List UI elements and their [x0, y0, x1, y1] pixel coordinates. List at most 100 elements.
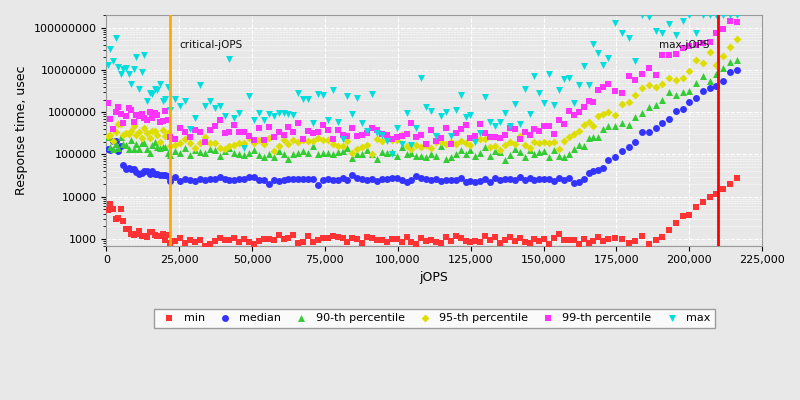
min — [518, 239, 531, 246]
min — [351, 236, 364, 242]
99-th percentile — [445, 140, 458, 147]
median — [439, 177, 452, 183]
max — [562, 75, 575, 82]
median — [341, 177, 354, 183]
median — [523, 175, 536, 181]
max — [587, 41, 600, 47]
min — [322, 235, 334, 241]
99-th percentile — [508, 126, 521, 132]
median — [322, 176, 334, 182]
99-th percentile — [164, 134, 177, 140]
median — [381, 176, 394, 182]
min — [717, 186, 730, 192]
90-th percentile — [203, 146, 216, 152]
max — [405, 142, 418, 148]
90-th percentile — [503, 152, 516, 158]
min — [597, 238, 610, 245]
95-th percentile — [542, 139, 555, 146]
max — [356, 120, 369, 126]
90-th percentile — [683, 88, 696, 94]
min — [578, 236, 590, 242]
99-th percentile — [287, 128, 300, 135]
min — [629, 238, 642, 244]
median — [683, 99, 696, 105]
median — [218, 176, 231, 182]
min — [498, 236, 511, 243]
99-th percentile — [484, 134, 497, 140]
max — [542, 71, 555, 77]
max — [331, 119, 344, 126]
median — [420, 175, 433, 182]
90-th percentile — [262, 151, 275, 157]
90-th percentile — [469, 153, 482, 159]
min — [242, 238, 255, 245]
95-th percentile — [656, 80, 669, 87]
90-th percentile — [272, 148, 285, 154]
90-th percentile — [572, 142, 585, 148]
max — [302, 96, 314, 102]
min — [174, 235, 186, 241]
min — [670, 220, 682, 226]
99-th percentile — [717, 25, 730, 32]
90-th percentile — [135, 140, 148, 146]
max — [143, 90, 156, 96]
95-th percentile — [162, 130, 174, 136]
median — [587, 168, 600, 174]
min — [253, 238, 266, 244]
90-th percentile — [238, 152, 250, 158]
99-th percentile — [723, 18, 736, 24]
max — [169, 96, 182, 102]
min — [710, 190, 723, 197]
90-th percentile — [143, 150, 156, 156]
95-th percentile — [548, 139, 561, 146]
99-th percentile — [306, 130, 319, 136]
95-th percentile — [454, 138, 467, 144]
max — [198, 103, 211, 110]
min — [317, 234, 330, 241]
95-th percentile — [130, 132, 143, 138]
99-th percentile — [454, 126, 467, 132]
99-th percentile — [386, 136, 398, 142]
min — [267, 237, 280, 243]
max — [676, 18, 689, 24]
95-th percentile — [430, 138, 442, 145]
max — [662, 21, 675, 27]
90-th percentile — [425, 151, 438, 157]
min — [454, 235, 467, 242]
median — [102, 145, 114, 152]
max — [114, 71, 127, 78]
90-th percentile — [558, 154, 570, 160]
95-th percentile — [184, 140, 197, 146]
99-th percentile — [127, 119, 140, 125]
99-th percentile — [498, 132, 511, 138]
95-th percentile — [649, 84, 662, 90]
max — [602, 55, 614, 61]
max — [277, 110, 290, 116]
90-th percentile — [587, 134, 600, 140]
95-th percentile — [169, 142, 182, 148]
median — [125, 166, 138, 172]
max — [366, 91, 378, 97]
95-th percentile — [146, 128, 158, 134]
max — [146, 91, 158, 98]
max — [582, 82, 595, 88]
99-th percentile — [615, 90, 628, 96]
min — [311, 237, 324, 243]
90-th percentile — [542, 153, 555, 160]
median — [253, 176, 266, 183]
95-th percentile — [311, 135, 324, 141]
99-th percentile — [297, 136, 310, 142]
99-th percentile — [143, 109, 156, 115]
median — [198, 177, 211, 184]
99-th percentile — [311, 128, 324, 135]
95-th percentile — [642, 82, 655, 88]
95-th percentile — [346, 150, 359, 156]
max — [572, 82, 585, 88]
min — [676, 213, 689, 219]
95-th percentile — [138, 125, 150, 131]
max — [553, 87, 566, 93]
99-th percentile — [361, 130, 374, 136]
min — [156, 231, 169, 238]
median — [508, 177, 521, 183]
99-th percentile — [494, 135, 506, 141]
